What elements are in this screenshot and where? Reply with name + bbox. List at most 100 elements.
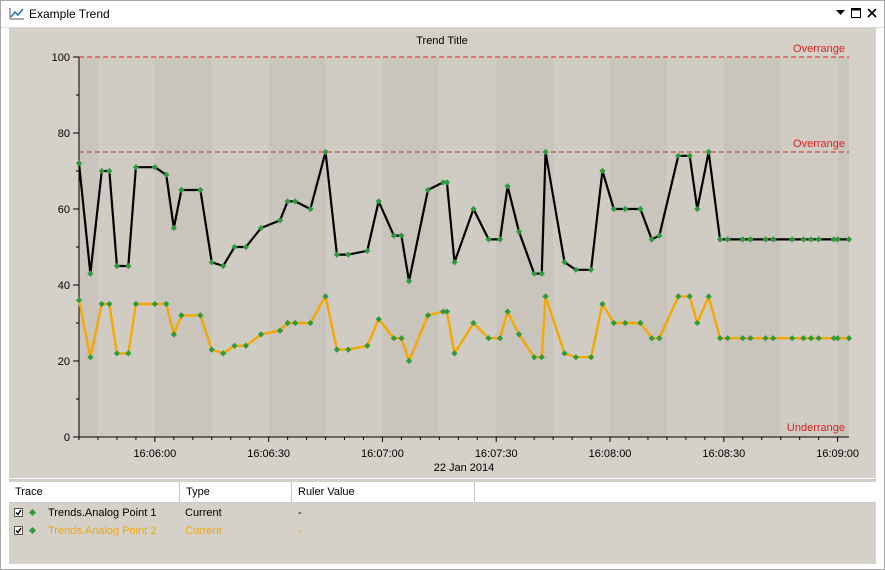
- data-point: [686, 293, 693, 300]
- data-point: [542, 293, 549, 300]
- limit-label: Overrange: [793, 138, 845, 150]
- trace-ruler-value: -: [298, 507, 302, 519]
- data-point: [132, 164, 140, 171]
- plot-band: [97, 57, 155, 437]
- window-title: Example Trend: [29, 7, 110, 21]
- plot-band: [439, 57, 497, 437]
- trace-row[interactable]: Trends.Analog Point 1 Current -: [9, 504, 876, 522]
- plot-background: [79, 57, 849, 437]
- data-point: [451, 350, 458, 357]
- data-point: [496, 335, 504, 342]
- data-point: [398, 335, 405, 342]
- data-point: [333, 251, 341, 258]
- x-tick-label: 16:08:00: [589, 448, 632, 460]
- data-point: [220, 262, 227, 270]
- column-header-type[interactable]: Type: [180, 482, 292, 502]
- y-tick-label: 0: [64, 432, 70, 444]
- data-point: [231, 243, 238, 251]
- limit-label: Overrange: [793, 43, 845, 55]
- column-header-trace[interactable]: Trace: [9, 482, 180, 502]
- plot-band: [382, 57, 440, 437]
- data-point: [443, 308, 451, 315]
- data-point: [470, 319, 477, 327]
- title-bar[interactable]: Example Trend: [1, 1, 884, 28]
- data-point: [515, 331, 523, 338]
- x-tick-label: 16:07:00: [361, 448, 404, 460]
- data-point: [333, 346, 341, 353]
- chart-axes: 0 20 40 60 80 100 16:06:00 16:06:30 16:07:00 16:0…: [52, 52, 859, 460]
- data-point: [390, 232, 397, 239]
- data-point: [197, 186, 204, 194]
- data-point: [284, 319, 291, 327]
- maximize-icon[interactable]: [849, 6, 863, 20]
- data-point: [242, 243, 250, 251]
- plot-band: [268, 57, 326, 437]
- data-point: [178, 186, 185, 194]
- data-point: [504, 308, 511, 315]
- trace-name: Trends.Analog Point 2: [48, 525, 157, 537]
- x-tick-label: 16:06:00: [133, 448, 176, 460]
- data-point: [322, 293, 329, 300]
- data-point: [151, 300, 158, 308]
- data-point: [375, 316, 382, 323]
- chart-title: Trend Title: [416, 35, 468, 47]
- trend-chart[interactable]: Overrange Overrange Underrange 0 20 40 60 80 10…: [9, 28, 876, 478]
- y-tick-label: 80: [58, 128, 70, 140]
- y-tick-label: 100: [52, 52, 70, 64]
- plot-band: [325, 57, 383, 437]
- x-tick-label: 16:07:30: [475, 448, 518, 460]
- plot-band: [666, 57, 724, 437]
- data-point: [686, 152, 693, 159]
- data-point: [125, 262, 132, 270]
- x-tick-label: 16:06:30: [247, 448, 290, 460]
- trace-marker-icon: [28, 526, 37, 535]
- x-tick-label: 16:09:00: [816, 448, 859, 460]
- data-point: [113, 262, 121, 270]
- data-point: [398, 232, 405, 239]
- trace-type: Current: [185, 525, 222, 537]
- data-point: [675, 293, 682, 300]
- data-point: [440, 308, 447, 315]
- data-point: [98, 167, 105, 175]
- trace-name: Trends.Analog Point 1: [48, 507, 157, 519]
- trace-visible-checkbox[interactable]: [14, 526, 23, 535]
- trace-marker-icon: [28, 508, 37, 517]
- trace-grid: Trace Type Ruler Value Trends.Analog Poi…: [9, 479, 876, 564]
- plot-band: [780, 57, 838, 437]
- data-point: [345, 346, 352, 353]
- data-point: [405, 357, 413, 365]
- data-point: [75, 160, 83, 167]
- data-point: [106, 167, 113, 175]
- trace-type: Current: [185, 507, 222, 519]
- y-tick-label: 20: [58, 356, 70, 368]
- column-header-ruler-value[interactable]: Ruler Value: [292, 482, 475, 502]
- y-tick-label: 60: [58, 204, 70, 216]
- data-point: [292, 319, 299, 327]
- plot-band: [610, 57, 667, 437]
- close-icon[interactable]: [865, 6, 879, 20]
- data-point: [345, 251, 352, 258]
- plot-band: [837, 57, 849, 437]
- data-point: [163, 171, 170, 178]
- data-point: [307, 319, 314, 327]
- trace-row[interactable]: Trends.Analog Point 2 Current -: [9, 522, 876, 540]
- plot-band: [723, 57, 781, 437]
- grid-header: Trace Type Ruler Value: [9, 482, 876, 503]
- data-point: [705, 293, 712, 300]
- trend-chart-svg[interactable]: Overrange Overrange Underrange 0 20 40 60 80 10…: [9, 28, 876, 478]
- data-point: [561, 350, 568, 357]
- x-tick-label: 16:08:30: [702, 448, 745, 460]
- x-axis-date-label: 22 Jan 2014: [434, 462, 495, 474]
- data-point: [364, 342, 371, 349]
- data-point: [257, 224, 265, 232]
- trace-ruler-value: -: [298, 525, 302, 537]
- y-tick-label: 40: [58, 280, 70, 292]
- data-point: [170, 331, 177, 338]
- limit-label: Underrange: [787, 422, 845, 434]
- data-point: [276, 327, 284, 334]
- dropdown-arrow-icon[interactable]: [833, 6, 847, 20]
- trend-chart-icon: [9, 8, 24, 20]
- data-point: [424, 312, 432, 319]
- trace-visible-checkbox[interactable]: [14, 508, 23, 517]
